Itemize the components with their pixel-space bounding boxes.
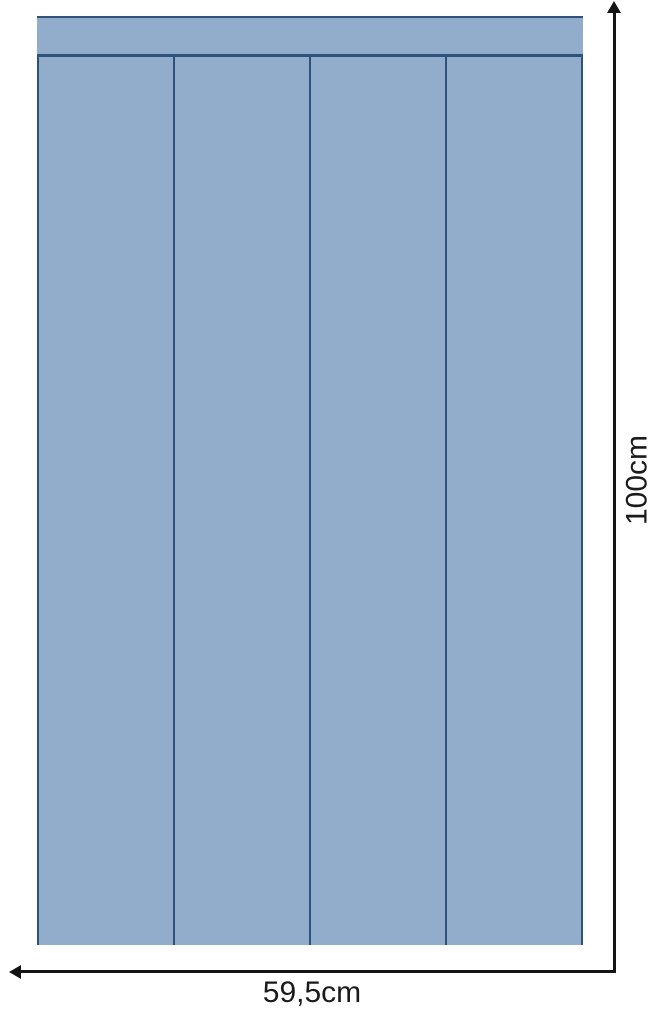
wallpaper-top-strip xyxy=(37,16,583,57)
wallpaper-preview xyxy=(37,16,583,945)
wallpaper-panel xyxy=(309,57,445,945)
height-label: 100cm xyxy=(620,434,654,526)
wallpaper-panel xyxy=(173,57,309,945)
arrow-left-icon xyxy=(9,965,21,979)
width-label: 59,5cm xyxy=(262,976,362,1009)
wallpaper-panel xyxy=(37,57,173,945)
wallpaper-panels xyxy=(37,57,583,945)
wallpaper-panel xyxy=(445,57,583,945)
arrow-up-icon xyxy=(607,1,621,13)
height-dimension-line xyxy=(613,11,616,973)
width-dimension-line xyxy=(16,970,616,973)
